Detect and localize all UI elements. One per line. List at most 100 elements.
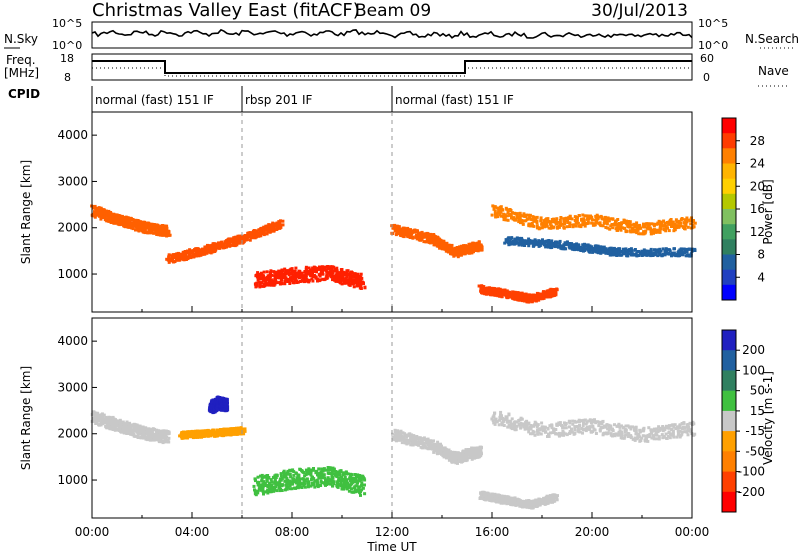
range-cell (565, 225, 569, 229)
range-cell (545, 221, 549, 224)
range-cell (218, 246, 222, 250)
range-cell (350, 481, 354, 485)
range-cell (537, 297, 540, 301)
range-cell (260, 478, 264, 482)
range-cell (350, 271, 354, 275)
range-cell (143, 426, 147, 430)
range-cell (642, 222, 645, 226)
range-cell (629, 247, 633, 251)
range-cell (490, 293, 494, 297)
range-cell (546, 217, 550, 221)
range-cell (167, 440, 171, 444)
range-cell (305, 278, 309, 282)
range-cell (464, 251, 468, 255)
range-cell (516, 296, 520, 300)
range-cell (582, 249, 585, 253)
range-cell (425, 238, 429, 242)
range-cell (363, 492, 367, 496)
range-cell (437, 237, 441, 241)
range-cell (541, 297, 545, 300)
range-cell (93, 420, 97, 424)
range-cell (316, 472, 320, 476)
range-cell (508, 208, 512, 211)
range-cell (512, 240, 515, 244)
range-cell (219, 241, 223, 245)
range-cell (303, 485, 307, 489)
range-cell (519, 221, 522, 225)
range-cell (604, 226, 608, 229)
range-cell (399, 429, 403, 433)
range-cell (95, 209, 99, 213)
range-cell (671, 253, 675, 257)
range-cell (582, 219, 586, 222)
range-cell (104, 418, 108, 422)
range-cell (318, 265, 322, 269)
noise-right-tick-top: 10^5 (698, 17, 728, 30)
range-cell (297, 478, 301, 482)
range-cell (303, 270, 307, 273)
range-cell (104, 415, 108, 419)
range-cell (590, 247, 594, 251)
range-cell (137, 222, 141, 226)
range-cell (673, 223, 677, 226)
cpid-segment-label: normal (fast) 151 IF (95, 93, 214, 107)
range-cell (391, 232, 395, 235)
range-cell (331, 278, 334, 282)
range-cell (166, 258, 170, 262)
range-cell (280, 477, 284, 480)
range-cell (685, 218, 689, 222)
range-cell (359, 493, 362, 497)
range-cell (602, 221, 606, 225)
range-cell (672, 247, 676, 251)
range-cell (99, 216, 103, 219)
range-cell (360, 488, 364, 492)
range-cell (675, 224, 679, 228)
range-cell (577, 243, 581, 247)
range-cell (405, 442, 409, 446)
range-cell (472, 250, 475, 254)
range-cell (331, 271, 335, 274)
range-cell (617, 248, 621, 252)
range-cell (285, 476, 289, 480)
range-cell (269, 225, 273, 229)
range-cell (672, 251, 676, 255)
range-cell (329, 482, 333, 486)
range-cell (351, 275, 355, 279)
cpid-segments: normal (fast) 151 IF rbsp 201 IF normal (f… (91, 86, 514, 112)
range-cell (113, 422, 117, 425)
range-cell (307, 483, 310, 487)
range-cell (304, 274, 308, 278)
range-cell (274, 476, 278, 479)
range-cell (360, 481, 364, 485)
range-cell (656, 249, 660, 253)
range-cell (301, 477, 305, 481)
range-cell (474, 248, 478, 252)
range-cell (391, 432, 394, 436)
range-cell (441, 247, 445, 251)
range-cell (499, 208, 503, 212)
range-cell (150, 430, 154, 434)
range-cell (294, 486, 298, 490)
range-cell (528, 239, 532, 242)
range-cell (617, 253, 621, 257)
range-cell (239, 234, 243, 238)
range-cell (492, 207, 496, 211)
range-cell (394, 229, 398, 233)
range-cell (646, 249, 650, 253)
range-cell (106, 422, 110, 425)
range-cell (515, 294, 519, 298)
range-cell (394, 233, 398, 237)
range-cell (256, 491, 260, 495)
range-cell (547, 226, 551, 230)
range-cell (551, 225, 555, 229)
range-cell (225, 407, 229, 411)
range-cell (411, 236, 415, 240)
range-cell (121, 429, 125, 433)
range-cell (307, 278, 311, 282)
range-cell (222, 243, 225, 247)
range-cell (227, 244, 231, 248)
range-cell (611, 226, 615, 230)
range-cell (148, 433, 151, 437)
range-cell (286, 485, 290, 489)
range-cell (127, 225, 131, 229)
